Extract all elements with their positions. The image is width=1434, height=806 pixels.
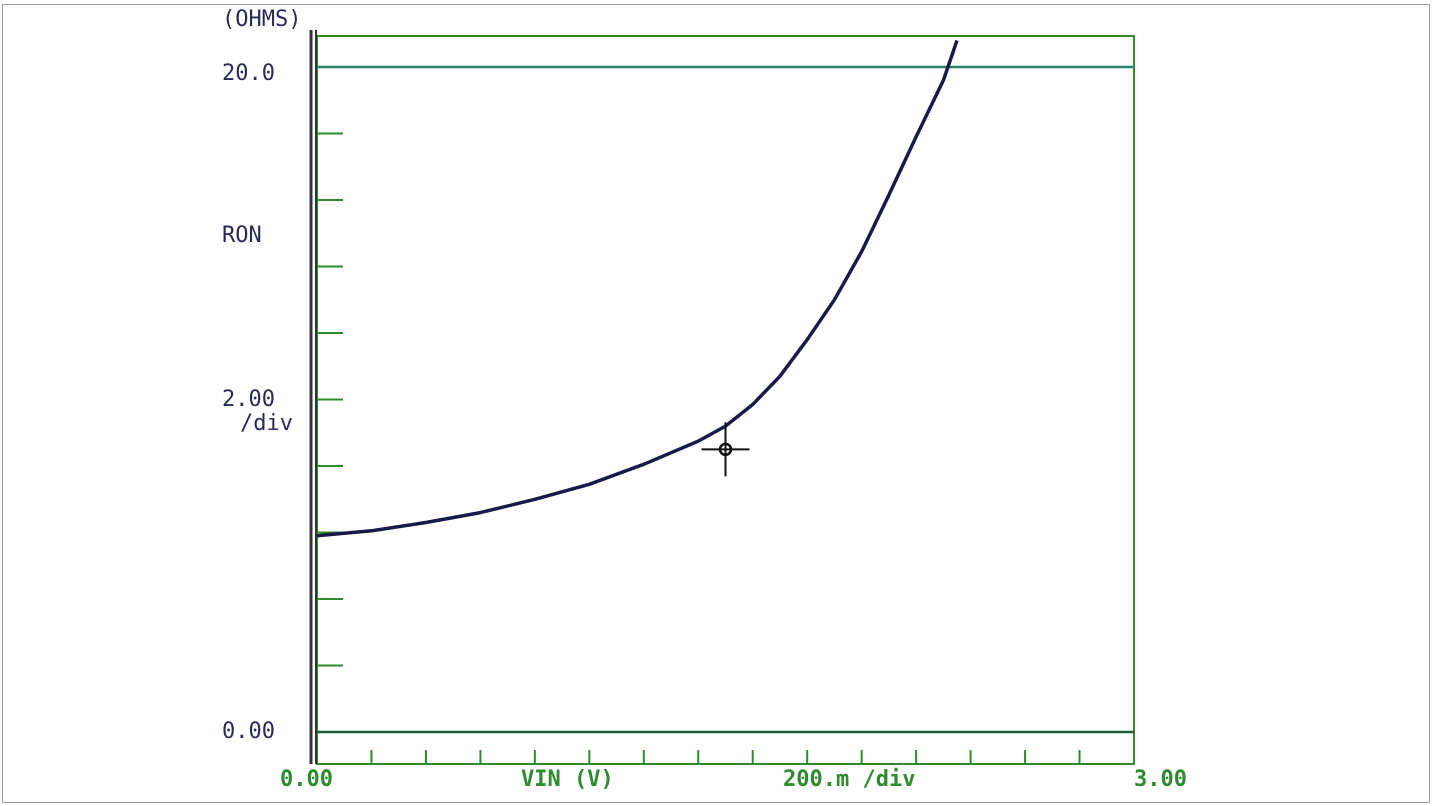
y-div-value: 2.00	[222, 387, 275, 412]
cursor-marker	[701, 422, 750, 477]
x-div-label: 200.m /div	[783, 767, 915, 792]
figure-frame	[2, 4, 1430, 803]
cursor-point	[718, 442, 733, 457]
axis-ticks	[317, 132, 1081, 764]
y-top-tick-label: 20.0	[222, 61, 275, 86]
plot-frame	[309, 30, 1135, 765]
x-axis-label: VIN (V)	[521, 767, 614, 792]
ron-curve	[316, 39, 959, 538]
y-axis-label: RON	[222, 223, 262, 248]
data-series	[316, 39, 959, 538]
y-bottom-tick-label: 0.00	[222, 719, 275, 744]
x-left-tick-label: 0.00	[280, 767, 333, 792]
y-unit-label: (OHMS)	[222, 7, 301, 32]
plot-border	[316, 35, 1135, 765]
x-right-tick-label: 3.00	[1134, 767, 1187, 792]
y-div-suffix: /div	[240, 411, 293, 436]
